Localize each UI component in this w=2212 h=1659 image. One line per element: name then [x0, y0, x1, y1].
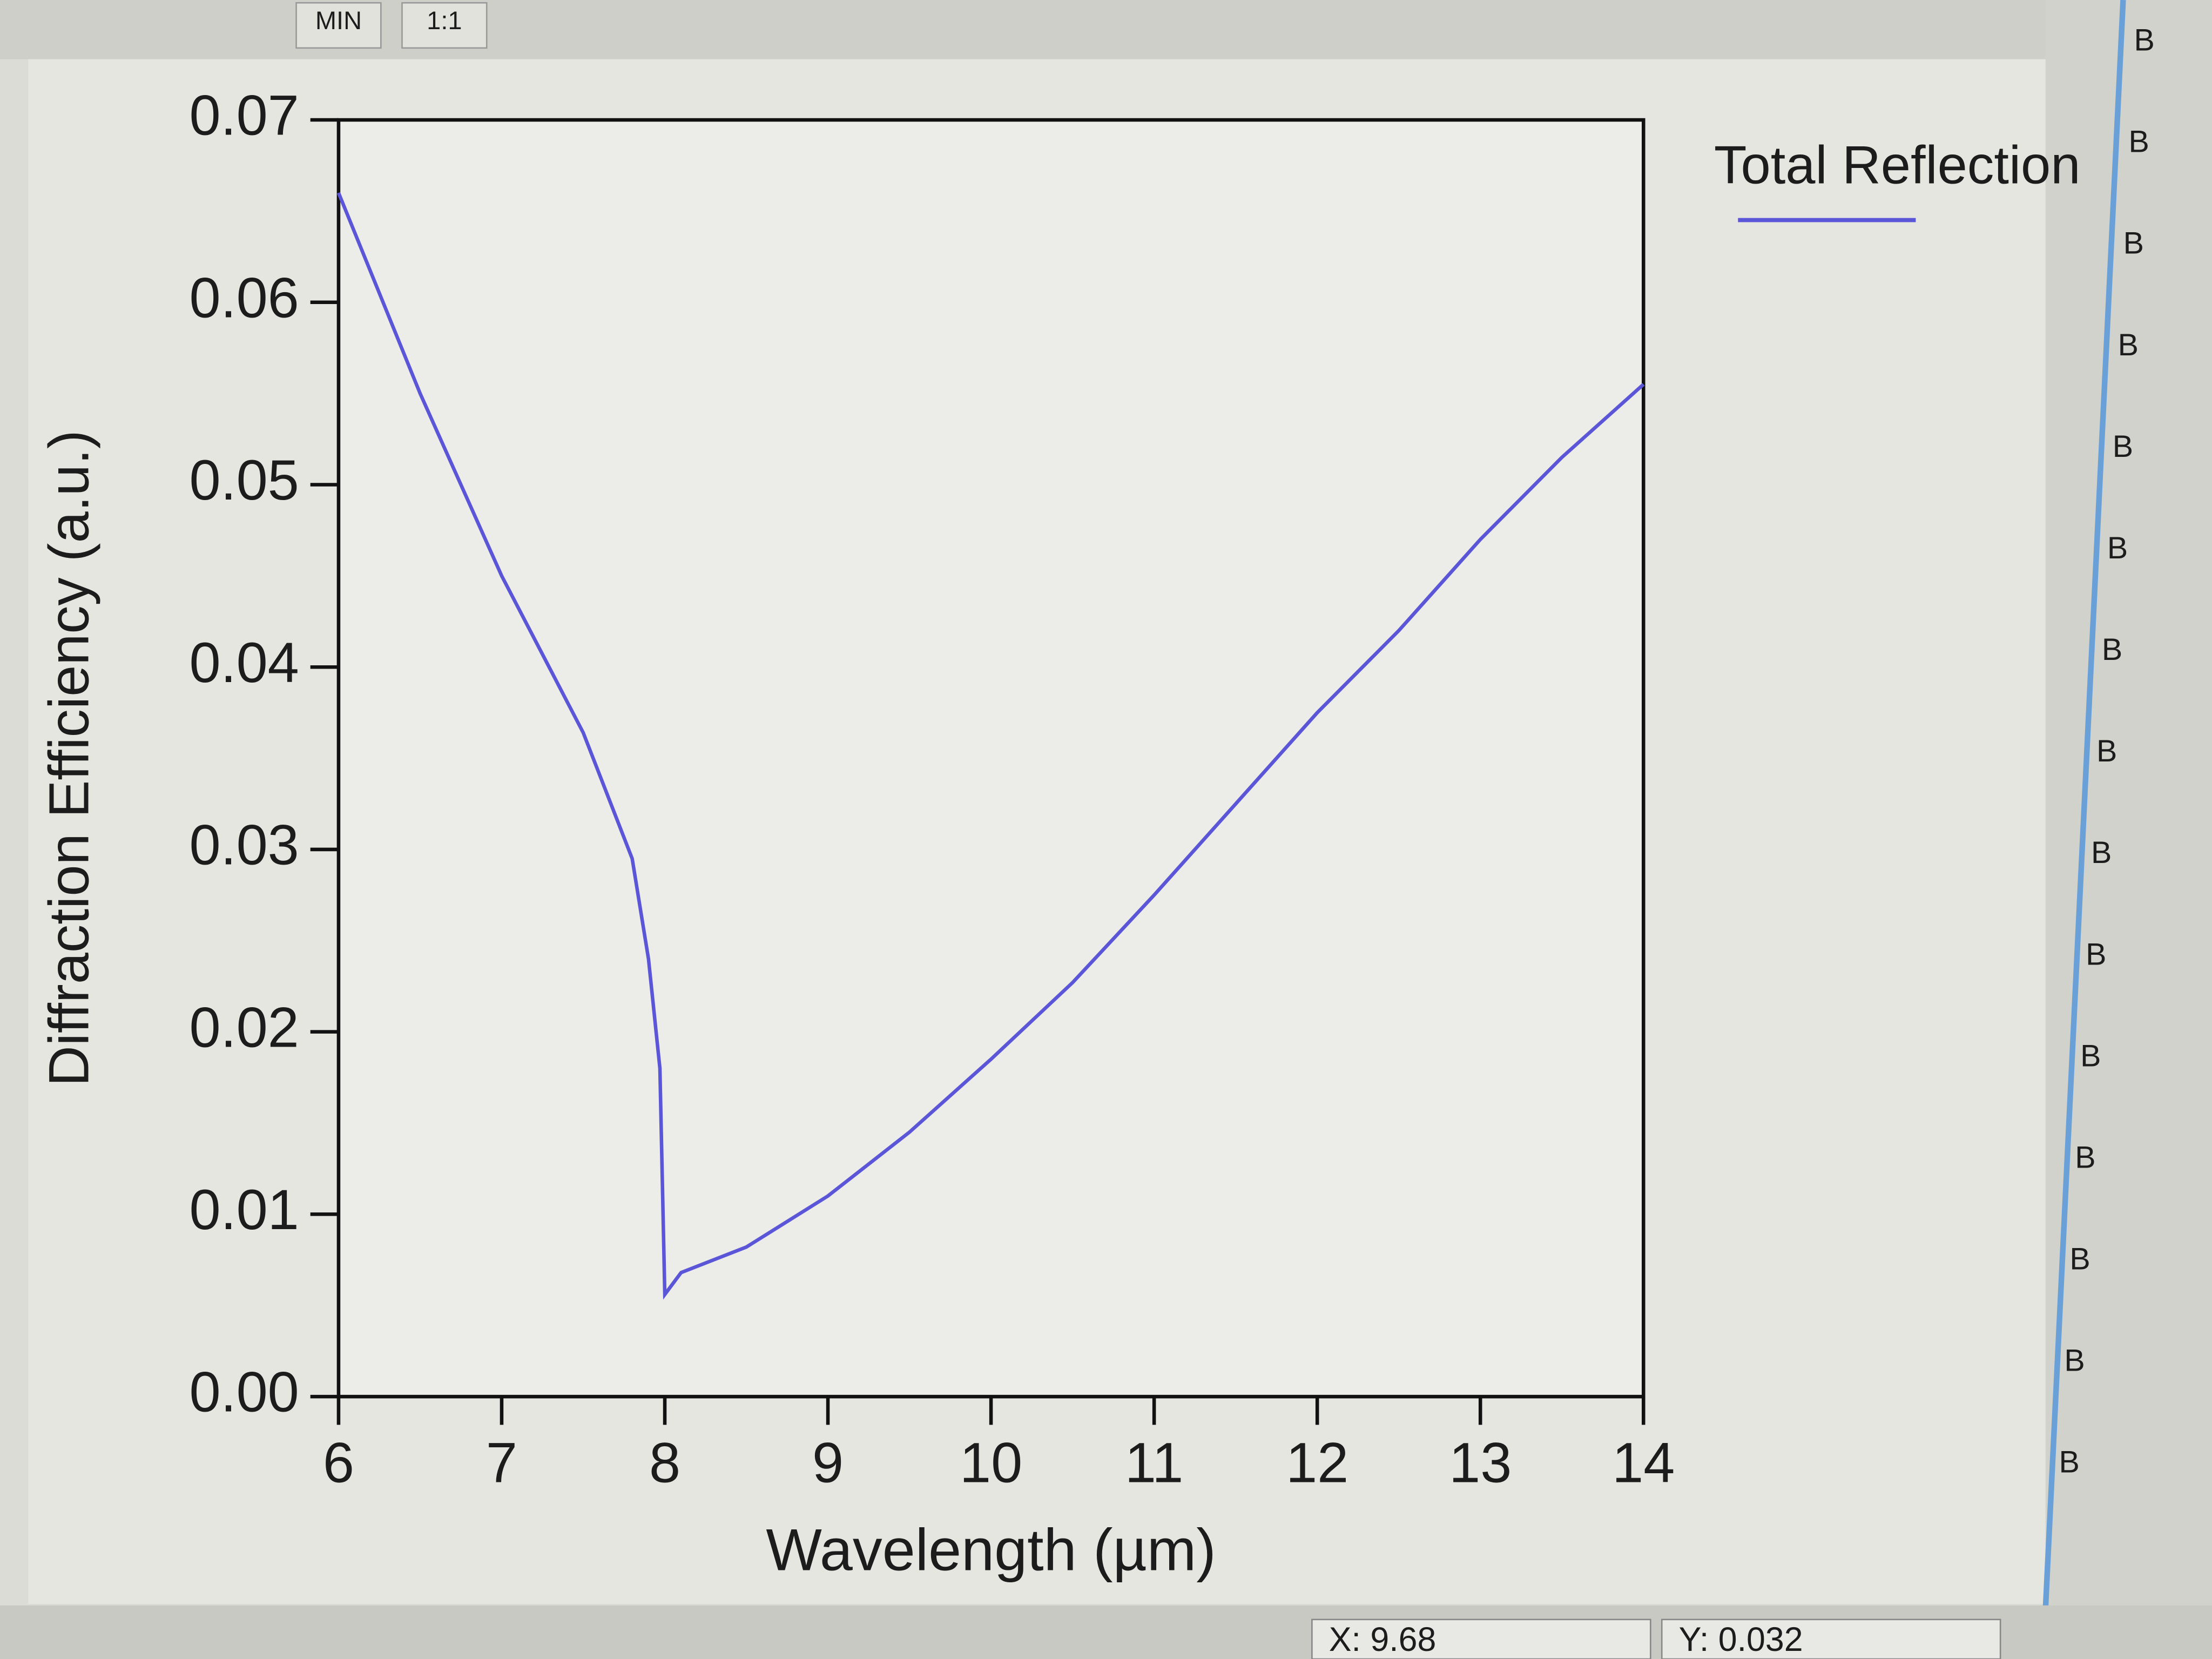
y-axis-title: Diffraction Efficiency (a.u.) [37, 430, 100, 1086]
side-button: B [2129, 125, 2149, 159]
status-y: Y: 0.032 [1679, 1621, 1803, 1658]
side-button: B [2086, 937, 2106, 972]
x-tick-label: 12 [1286, 1431, 1348, 1494]
side-button: B [2113, 429, 2133, 464]
y-tick-label: 0.00 [189, 1361, 299, 1424]
side-button: B [2134, 23, 2154, 58]
side-panel [2045, 0, 2212, 1608]
x-tick-label: 9 [812, 1431, 844, 1494]
side-button: B [2123, 226, 2144, 261]
status-y-box [1661, 1618, 2001, 1659]
side-button: B [2096, 734, 2117, 768]
side-button: B [2075, 1140, 2095, 1175]
status-x-box [1311, 1618, 1651, 1659]
side-button: B [2107, 531, 2128, 565]
y-tick-label: 0.04 [189, 631, 299, 694]
y-tick-label: 0.05 [189, 449, 299, 512]
y-tick-label: 0.03 [189, 814, 299, 877]
legend-label: Total Reflection [1714, 136, 2081, 195]
x-tick-label: 8 [649, 1431, 680, 1494]
plot-area [336, 118, 1645, 1399]
side-button: B [2080, 1038, 2101, 1073]
side-button: B [2069, 1242, 2090, 1277]
y-tick-label: 0.02 [189, 996, 299, 1059]
y-tick-label: 0.07 [189, 84, 299, 147]
toolbar-button [401, 2, 488, 49]
data-line [336, 192, 1645, 1300]
x-tick-label: 10 [960, 1431, 1022, 1494]
x-tick-label: 11 [1125, 1431, 1183, 1494]
panel-border [2042, 0, 2126, 1609]
side-button: B [2118, 328, 2139, 362]
status-x: X: 9.68 [1329, 1621, 1437, 1658]
side-button: B [2059, 1445, 2079, 1480]
x-tick-label: 13 [1449, 1431, 1512, 1494]
y-tick-label: 0.01 [189, 1178, 299, 1242]
x-tick-label: 7 [486, 1431, 517, 1494]
toolbar-label: MIN [315, 6, 362, 35]
toolbar-button [295, 2, 382, 49]
x-tick-label: 14 [1612, 1431, 1675, 1494]
x-tick-label: 6 [323, 1431, 354, 1494]
side-button: B [2091, 835, 2112, 870]
side-button: B [2102, 632, 2122, 667]
side-button: B [2064, 1344, 2085, 1378]
toolbar-label: 1:1 [427, 6, 462, 35]
y-tick-label: 0.06 [189, 266, 299, 329]
x-axis-title: Wavelength (µm) [766, 1518, 1216, 1583]
